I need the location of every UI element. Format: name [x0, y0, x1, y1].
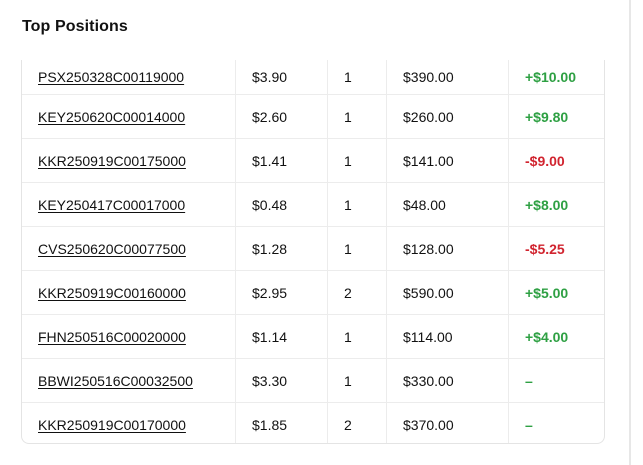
table-row: KKR250919C00175000 $1.41 1 $141.00 -$9.0… [22, 138, 604, 183]
table-row: PSX250328C00119000 $3.90 1 $390.00 +$10.… [22, 60, 604, 95]
value-cell: $260.00 [386, 94, 509, 139]
positions-card[interactable]: PSX250328C00119000 $3.90 1 $390.00 +$10.… [21, 60, 605, 444]
quantity-cell: 1 [327, 226, 387, 271]
symbol-link[interactable]: KKR250919C00175000 [38, 152, 186, 169]
symbol-cell: PSX250328C00119000 [22, 60, 236, 95]
pnl-cell: +$10.00 [508, 60, 604, 95]
quantity-cell: 1 [327, 138, 387, 183]
symbol-cell: KEY250620C00014000 [22, 94, 236, 139]
price-cell: $1.14 [235, 314, 328, 359]
symbol-cell: CVS250620C00077500 [22, 226, 236, 271]
pnl-value: -$5.25 [525, 240, 565, 257]
pnl-cell: – [509, 403, 605, 444]
symbol-link[interactable]: BBWI250516C00032500 [38, 372, 193, 389]
table-row: KEY250620C00014000 $2.60 1 $260.00 +$9.8… [22, 94, 604, 139]
value-cell: $114.00 [386, 314, 509, 359]
pnl-cell: +$4.00 [508, 314, 604, 359]
value-cell: $370.00 [386, 402, 509, 443]
symbol-cell: BBWI250516C00032500 [22, 358, 236, 403]
quantity-cell: 1 [327, 182, 387, 227]
quantity-cell: 2 [327, 270, 387, 315]
price-cell: $2.60 [235, 94, 328, 139]
symbol-link[interactable]: KKR250919C00160000 [38, 284, 186, 301]
quantity-cell: 1 [327, 358, 387, 403]
symbol-link[interactable]: KKR250919C00170000 [38, 416, 186, 433]
symbol-link[interactable]: KEY250417C00017000 [38, 196, 186, 213]
pnl-cell: +$5.00 [508, 270, 604, 315]
price-cell: $3.90 [235, 60, 328, 95]
quantity-cell: 1 [327, 94, 387, 139]
value-cell: $128.00 [386, 226, 509, 271]
value-cell: $590.00 [386, 270, 509, 315]
price-cell: $2.95 [235, 270, 328, 315]
symbol-cell: KKR250919C00170000 [22, 402, 236, 443]
pnl-cell: -$5.25 [508, 226, 604, 271]
pnl-value: +$8.00 [525, 196, 569, 213]
price-cell: $0.48 [235, 182, 328, 227]
quantity-cell: 1 [327, 314, 387, 359]
value-cell: $330.00 [386, 358, 509, 403]
pnl-value: +$5.00 [525, 284, 569, 301]
table-row: KKR250919C00160000 $2.95 2 $590.00 +$5.0… [22, 270, 604, 315]
symbol-cell: KKR250919C00160000 [22, 270, 236, 315]
quantity-cell: 2 [327, 402, 387, 443]
symbol-cell: KEY250417C00017000 [22, 182, 236, 227]
positions-table: PSX250328C00119000 $3.90 1 $390.00 +$10.… [22, 60, 605, 444]
pnl-cell: – [508, 358, 604, 403]
pnl-value: +$10.00 [525, 69, 576, 85]
price-cell: $1.41 [235, 138, 328, 183]
pnl-value: – [525, 372, 533, 389]
table-row: BBWI250516C00032500 $3.30 1 $330.00 – [22, 358, 604, 403]
scrollbar-edge[interactable] [629, 0, 631, 465]
pnl-cell: +$8.00 [508, 182, 604, 227]
pnl-value: – [525, 416, 533, 433]
symbol-link[interactable]: CVS250620C00077500 [38, 240, 186, 257]
value-cell: $48.00 [386, 182, 509, 227]
symbol-cell: KKR250919C00175000 [22, 138, 236, 183]
pnl-value: +$4.00 [525, 328, 569, 345]
pnl-value: +$9.80 [525, 108, 569, 125]
pnl-value: -$9.00 [525, 152, 565, 169]
page-title: Top Positions [22, 18, 128, 35]
table-row: CVS250620C00077500 $1.28 1 $128.00 -$5.2… [22, 226, 604, 271]
quantity-cell: 1 [327, 60, 387, 95]
value-cell: $141.00 [386, 138, 509, 183]
price-cell: $1.85 [235, 402, 328, 443]
pnl-cell: -$9.00 [508, 138, 604, 183]
symbol-link[interactable]: KEY250620C00014000 [38, 108, 186, 125]
symbol-link[interactable]: FHN250516C00020000 [38, 328, 186, 345]
table-row: KKR250919C00170000 $1.85 2 $370.00 – [22, 402, 605, 444]
price-cell: $1.28 [235, 226, 328, 271]
price-cell: $3.30 [235, 358, 328, 403]
table-row: KEY250417C00017000 $0.48 1 $48.00 +$8.00 [22, 182, 604, 227]
pnl-cell: +$9.80 [508, 94, 604, 139]
value-cell: $390.00 [386, 60, 509, 95]
symbol-link[interactable]: PSX250328C00119000 [38, 69, 185, 85]
table-row: FHN250516C00020000 $1.14 1 $114.00 +$4.0… [22, 314, 604, 359]
symbol-cell: FHN250516C00020000 [22, 314, 236, 359]
